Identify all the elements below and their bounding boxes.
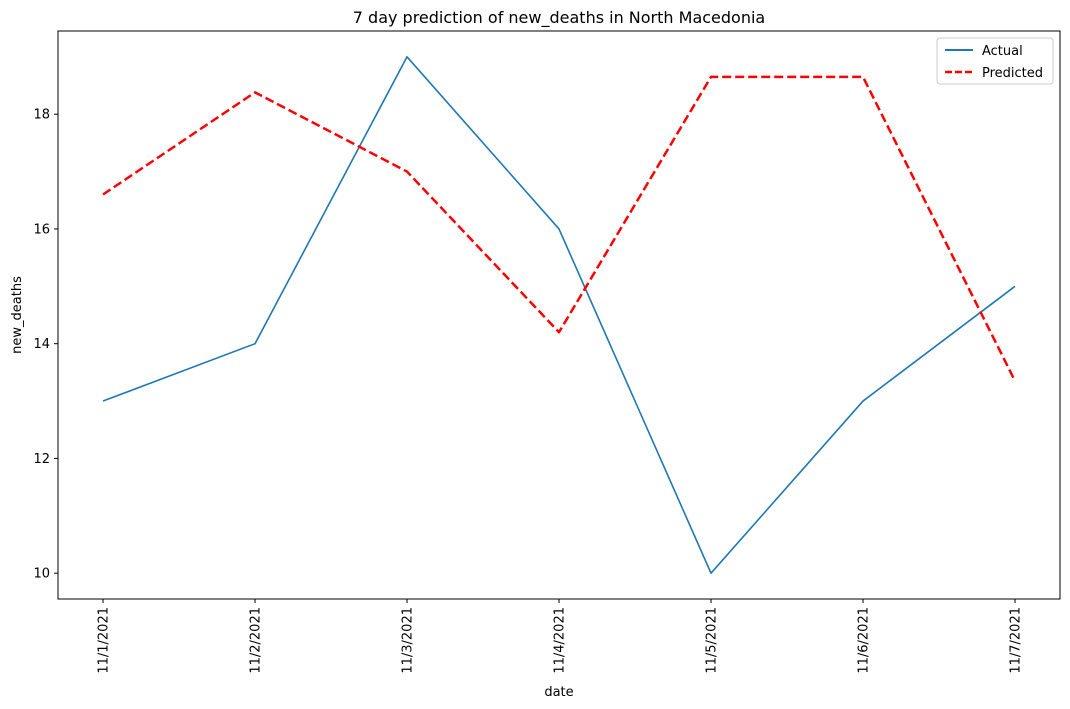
series-layer (102, 56, 1017, 574)
y-tick-label: 18 (33, 108, 50, 123)
series-line-predicted (102, 75, 1017, 382)
series-line-actual (102, 56, 1016, 574)
y-tick-label: 10 (33, 567, 50, 582)
x-tick-label: 11/3/2021 (401, 607, 416, 674)
x-tick-label: 11/6/2021 (857, 607, 872, 674)
y-tick-label: 16 (33, 222, 50, 237)
chart-title: 7 day prediction of new_deaths in North … (353, 8, 765, 28)
x-tick-label: 11/4/2021 (553, 607, 568, 674)
plot-area (57, 30, 1061, 600)
x-tick-label: 11/5/2021 (705, 607, 720, 674)
y-axis: 10 12 14 16 18 (33, 108, 58, 582)
x-tick-label: 11/1/2021 (97, 607, 112, 674)
x-axis: 11/1/2021 11/2/2021 11/3/2021 11/4/2021 11/5… (97, 599, 1024, 674)
y-tick-label: 12 (33, 452, 50, 467)
legend: Actual Predicted (936, 37, 1054, 85)
x-tick-label: 11/7/2021 (1009, 607, 1024, 674)
x-tick-label: 11/2/2021 (249, 607, 264, 674)
x-axis-label: date (544, 685, 573, 700)
y-axis-label: new_deaths (10, 276, 25, 354)
legend-label-actual: Actual (982, 44, 1023, 59)
legend-label-predicted: Predicted (982, 66, 1043, 81)
y-tick-label: 14 (33, 337, 50, 352)
